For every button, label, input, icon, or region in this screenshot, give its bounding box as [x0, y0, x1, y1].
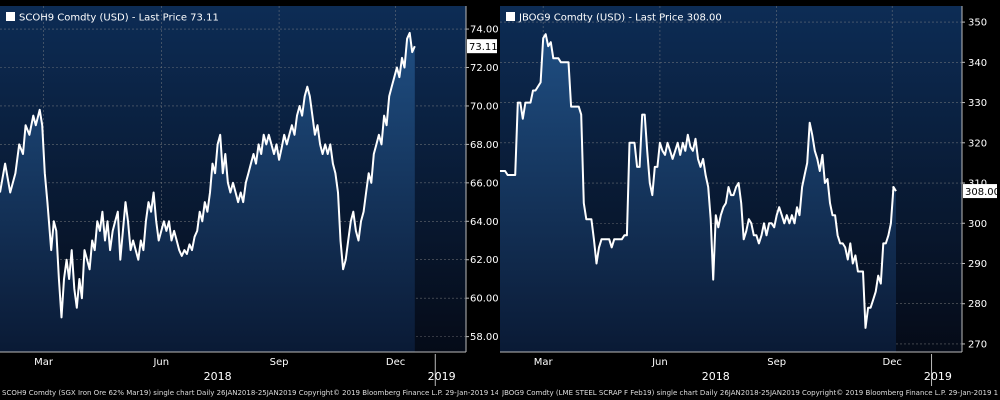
chart-panel-right: 270 280 290 300 310 320 330 340 350 308.00 Mar Jun S… — [500, 6, 1000, 386]
chart1-x-month-label: Sep — [767, 357, 786, 368]
chart0-y-tick-label: 66.00 — [470, 178, 499, 189]
chart1-y-tick-label: 330 — [968, 98, 987, 109]
chart0-x-year-label: 2018 — [204, 370, 232, 383]
chart1-x-month-label: Jun — [651, 357, 668, 368]
chart0-legend-swatch — [6, 12, 15, 21]
chart0-y-tick-label: 68.00 — [470, 140, 499, 151]
chart0-x-month-label: Dec — [386, 357, 405, 368]
chart0-y-tick-label: 74.00 — [470, 25, 499, 36]
chart0-x-month-label: Jun — [152, 357, 169, 368]
chart0-y-tick-label: 64.00 — [470, 217, 499, 228]
chart0-last-price-label: 73.11 — [469, 42, 498, 53]
chart1-y-tick-label: 270 — [968, 339, 987, 350]
chart0-y-tick-label: 58.00 — [470, 332, 499, 343]
chart1-series-area — [500, 34, 896, 352]
chart1-series-line — [500, 33, 897, 329]
footer-right-caption: JBOG9 Comdty (LME STEEL SCRAP F Feb19) s… — [502, 389, 998, 397]
chart0-x-month-label: Mar — [34, 357, 54, 368]
chart1-last-price-tag — [963, 184, 997, 199]
chart1-last-price-label: 308.00 — [965, 187, 1000, 198]
chart1-legend-swatch — [506, 12, 515, 21]
chart0-y-tick-label: 62.00 — [470, 255, 499, 266]
chart0-x-year-label: 2019 — [428, 370, 456, 383]
chart1-y-tick-label: 350 — [968, 18, 987, 29]
chart0-y-tick-label: 70.00 — [470, 101, 499, 112]
chart1-x-month-label: Dec — [883, 357, 902, 368]
chart1-y-tick-label: 290 — [968, 259, 987, 270]
chart0-last-price-tag — [467, 39, 497, 54]
chart1-y-tick-label: 320 — [968, 138, 987, 149]
chart1-x-year-label: 2018 — [702, 370, 730, 383]
footer-left-caption: SCOH9 Comdty (SGX Iron Ore 62% Mar19) si… — [2, 389, 498, 397]
chart1-title: JBOG9 Comdty (USD) - Last Price 308.00 — [518, 13, 722, 24]
chart0-y-tick-label: 72.00 — [470, 63, 499, 74]
chart1-x-month-label: Mar — [534, 357, 554, 368]
chart0-y-tick-label: 60.00 — [470, 294, 499, 305]
chart1-y-tick-label: 310 — [968, 179, 987, 190]
chart1-y-tick-label: 340 — [968, 58, 987, 69]
chart0-series-line — [0, 31, 416, 319]
chart1-y-tick-label: 280 — [968, 299, 987, 310]
chart1-x-year-label: 2019 — [924, 370, 952, 383]
chart0-x-month-label: Sep — [270, 357, 289, 368]
chart1-y-tick-label: 300 — [968, 219, 987, 230]
chart-panel-left: 58.00 60.00 62.00 64.00 66.00 68.00 70.00 72.00… — [0, 6, 499, 386]
chart0-title: SCOH9 Comdty (USD) - Last Price 73.11 — [19, 13, 219, 24]
